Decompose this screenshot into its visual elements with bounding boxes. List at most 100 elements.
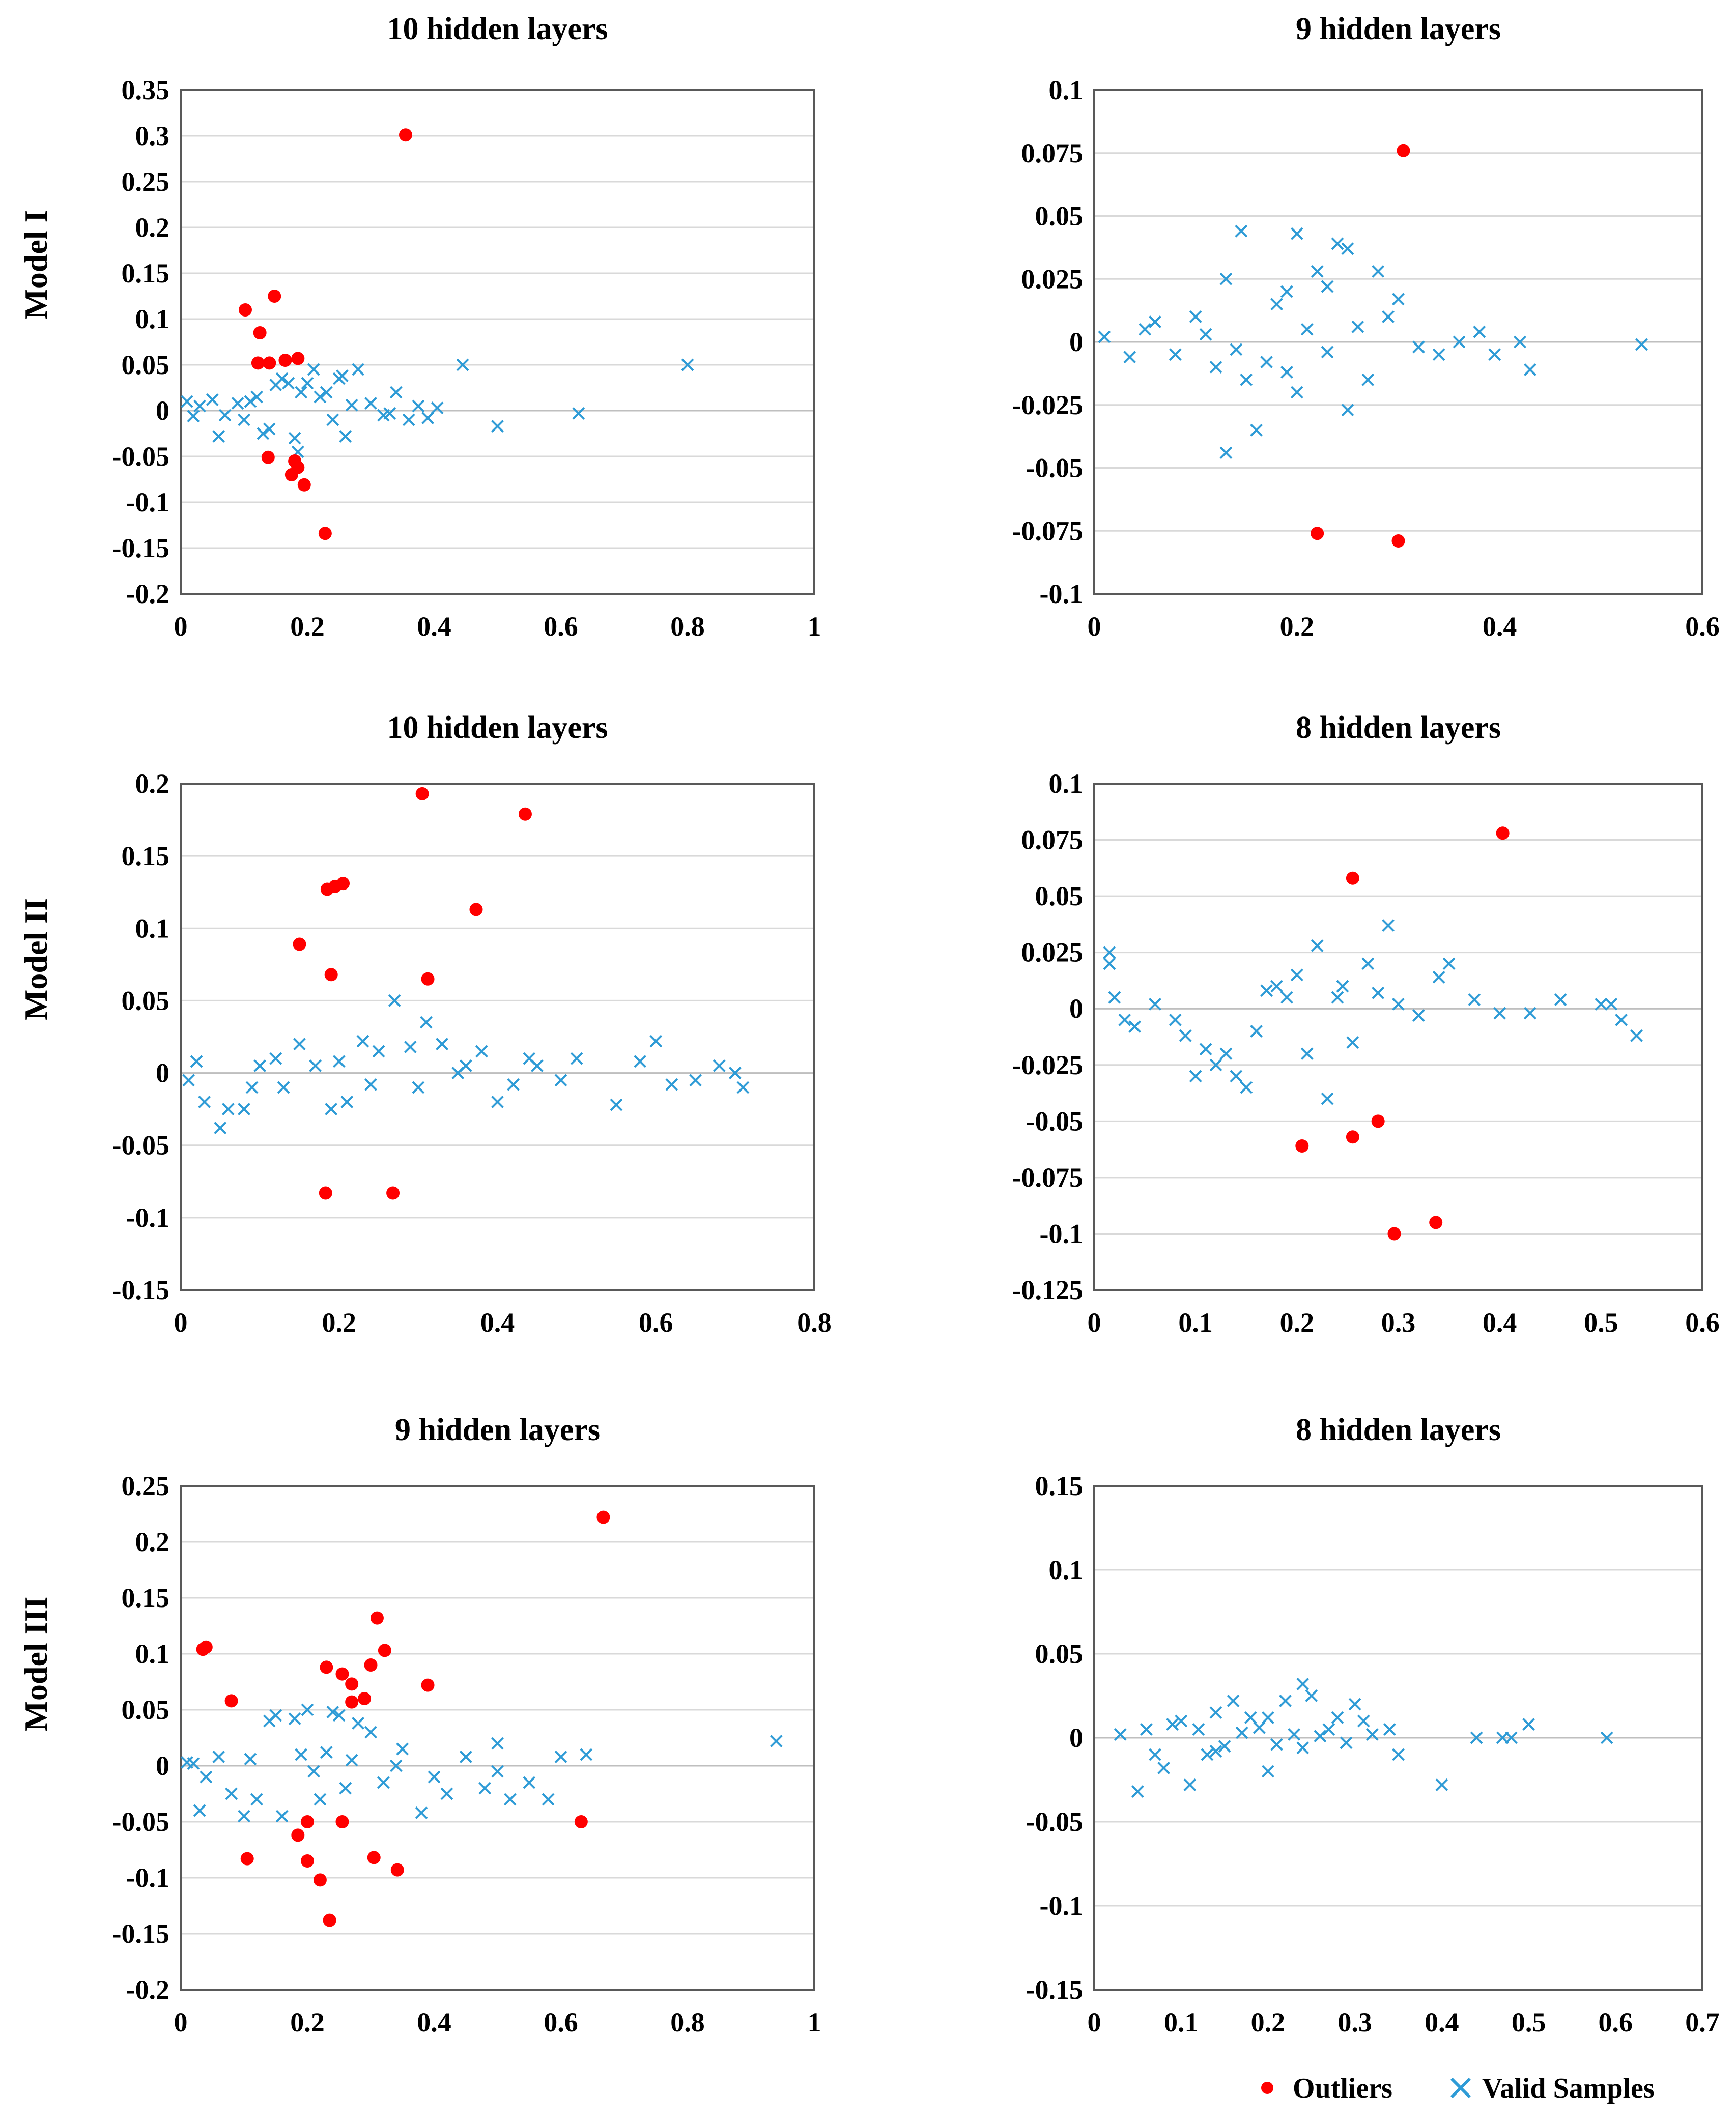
valid-sample-point [1453, 335, 1466, 349]
valid-sample-point [1288, 1728, 1301, 1741]
valid-sample-point [1290, 968, 1303, 982]
valid-sample-point [1357, 1714, 1370, 1728]
valid-sample-point [1514, 335, 1526, 349]
y-tick-label: -0.15 [112, 1918, 169, 1949]
valid-sample-point [200, 1770, 213, 1784]
valid-sample-point [1098, 330, 1111, 343]
valid-sample-point [1183, 1778, 1197, 1791]
valid-sample-point [263, 422, 276, 436]
valid-sample-point [503, 1793, 517, 1806]
valid-sample-point [181, 395, 193, 408]
valid-sample-point [314, 1793, 327, 1806]
valid-sample-point [580, 1748, 593, 1761]
valid-sample-point [1392, 293, 1405, 306]
y-tick-label: 0.05 [1035, 1639, 1084, 1669]
x-tick-label: 0.3 [1337, 2007, 1372, 2038]
valid-sample-point [1311, 265, 1324, 278]
outlier-point [421, 972, 435, 986]
valid-sample-point [383, 407, 396, 420]
outlier-point [253, 326, 267, 339]
valid-sample-point [332, 1055, 346, 1068]
valid-sample-point [491, 1096, 504, 1108]
valid-sample-point [736, 1081, 750, 1094]
valid-sample-point [275, 1810, 289, 1823]
valid-sample-point [1382, 310, 1395, 323]
outlier-point [518, 807, 532, 821]
plot-frame [1093, 89, 1703, 595]
valid-sample-point [1554, 993, 1567, 1006]
valid-sample-point [1372, 986, 1385, 999]
y-tick-label: 0.2 [135, 212, 170, 243]
valid-sample-point [214, 1122, 227, 1135]
x-tick-label: 0.6 [544, 611, 578, 642]
valid-sample-point [1361, 373, 1375, 386]
outlier-point [278, 354, 292, 367]
valid-sample-point [206, 393, 219, 406]
valid-sample-point [1157, 1761, 1170, 1774]
valid-sample-point [332, 1709, 346, 1722]
valid-sample-point [1140, 1723, 1153, 1736]
valid-sample-point [1189, 310, 1202, 323]
y-tick-label: 0.15 [122, 258, 170, 289]
valid-sample-point [1331, 991, 1344, 1004]
valid-sample-point [1149, 315, 1161, 328]
valid-sample-point [277, 1081, 290, 1094]
valid-sample-point [634, 1055, 647, 1068]
y-tick-label: 0.075 [1021, 138, 1084, 168]
valid-sample-point [1322, 1723, 1335, 1736]
valid-sample-point [572, 407, 585, 420]
valid-sample-point [1392, 997, 1405, 1011]
valid-sample-point [1192, 1723, 1205, 1736]
legend-outlier-marker [1261, 2082, 1273, 2094]
x-tick-label: 0.6 [1599, 2007, 1633, 2038]
valid-sample-point [1524, 1007, 1536, 1020]
valid-sample-point [1201, 1748, 1214, 1761]
chart-title: 10 hidden layers [387, 12, 608, 46]
y-tick-label: 0.1 [135, 1639, 170, 1669]
outlier-point [336, 877, 350, 891]
valid-sample-point [282, 377, 295, 390]
valid-sample-point [1382, 919, 1395, 932]
valid-sample-point [1199, 1043, 1212, 1056]
valid-sample-point [182, 1074, 195, 1087]
y-tick-label: 0.1 [135, 913, 170, 943]
valid-sample-point [459, 1059, 472, 1072]
valid-sample-point [1218, 1740, 1231, 1753]
valid-sample-point [218, 409, 232, 422]
y-tick-label: 0.2 [135, 768, 170, 799]
valid-sample-point [1209, 1058, 1222, 1072]
y-tick-label: -0.075 [1012, 515, 1083, 546]
valid-sample-point [1149, 1748, 1161, 1761]
valid-sample-point [1340, 1736, 1353, 1749]
valid-sample-point [1240, 373, 1253, 386]
outlier-point [1346, 1130, 1359, 1144]
row-label-model-ii: Model II [18, 898, 54, 1020]
outlier-point [251, 356, 265, 370]
valid-sample-point [288, 1712, 301, 1726]
outlier-point [421, 1678, 435, 1692]
y-tick-label: 0.25 [122, 166, 170, 197]
valid-sample-point [339, 1782, 352, 1795]
valid-sample-point [301, 377, 314, 390]
valid-sample-point [1270, 980, 1283, 993]
valid-sample-point [193, 1804, 206, 1817]
x-tick-label: 0 [174, 2007, 188, 2038]
valid-sample-point [1311, 939, 1324, 952]
valid-sample-point [1605, 997, 1618, 1011]
y-tick-label: -0.15 [1026, 1974, 1083, 2005]
x-tick-label: 0.8 [670, 611, 705, 642]
valid-sample-point [1270, 298, 1283, 311]
valid-sample-point [1280, 285, 1293, 298]
outlier-point [364, 1658, 378, 1672]
legend: Outliers Valid Samples [1261, 2073, 1655, 2104]
valid-sample-point [1361, 957, 1375, 970]
valid-sample-point [728, 1067, 742, 1079]
valid-sample-point [1321, 346, 1334, 359]
valid-sample-point [352, 1716, 365, 1730]
valid-sample-point [326, 413, 339, 426]
valid-sample-point [475, 1045, 488, 1058]
valid-sample-point [339, 429, 352, 443]
valid-sample-point [396, 1742, 409, 1756]
outlier-point [240, 1852, 254, 1866]
valid-sample-point [1175, 1714, 1188, 1728]
